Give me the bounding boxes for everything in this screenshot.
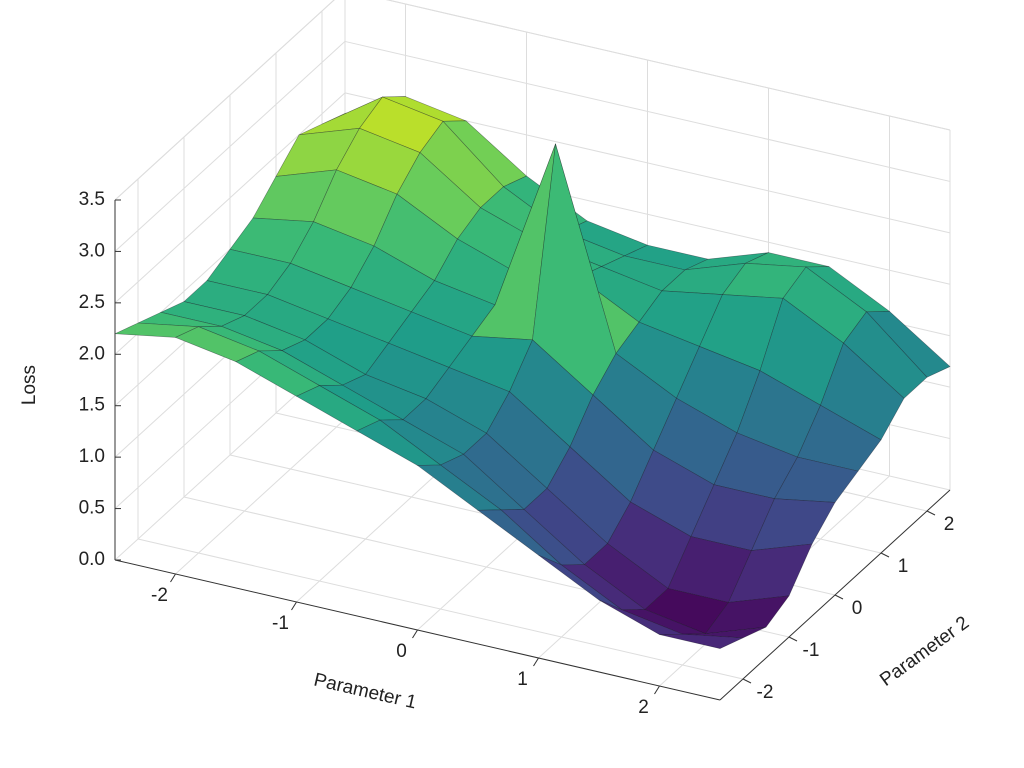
y-tick-label: -1 [803, 640, 820, 661]
y-tick-label: 1 [898, 556, 909, 577]
x-tick-label: 0 [396, 641, 407, 662]
tick-mark [742, 678, 752, 684]
z-tick-label: 1.5 [79, 395, 105, 416]
z-tick-label: 2.5 [79, 292, 105, 313]
z-tick-label: 3.0 [79, 240, 105, 261]
x-tick-label: -1 [272, 613, 289, 634]
tick-mark [926, 510, 936, 516]
z-tick-label: 3.5 [79, 189, 105, 210]
surface-patch [682, 626, 767, 639]
grid-line [137, 538, 744, 680]
tick-mark [834, 594, 844, 600]
tick-mark [880, 552, 890, 558]
tick-mark [291, 601, 297, 611]
surface-patch [774, 456, 859, 503]
y-tick-label: 2 [944, 514, 955, 535]
x-tick-label: 1 [517, 669, 528, 690]
surface-patch [728, 543, 813, 603]
z-tick-label: 0.5 [79, 498, 105, 519]
surface-patch [659, 633, 744, 649]
z-axis-label: Loss [19, 365, 40, 405]
z-tick-label: 1.0 [79, 446, 105, 467]
y-axis-label: Parameter 2 [876, 612, 973, 690]
y-tick-label: 0 [852, 598, 863, 619]
y-tick-label: -2 [757, 682, 774, 703]
tick-mark [170, 573, 176, 583]
box-edge [385, 0, 951, 131]
x-tick-label: 2 [638, 697, 649, 718]
box-edge [114, 0, 335, 201]
z-tick-label: 0.0 [79, 549, 105, 570]
x-tick-label: -2 [151, 585, 168, 606]
tick-mark [788, 636, 798, 642]
z-tick-label: 2.0 [79, 343, 105, 364]
tick-mark [412, 629, 418, 639]
tick-mark [533, 657, 539, 667]
x-axis-label: Parameter 1 [312, 670, 419, 714]
tick-mark [654, 685, 660, 695]
